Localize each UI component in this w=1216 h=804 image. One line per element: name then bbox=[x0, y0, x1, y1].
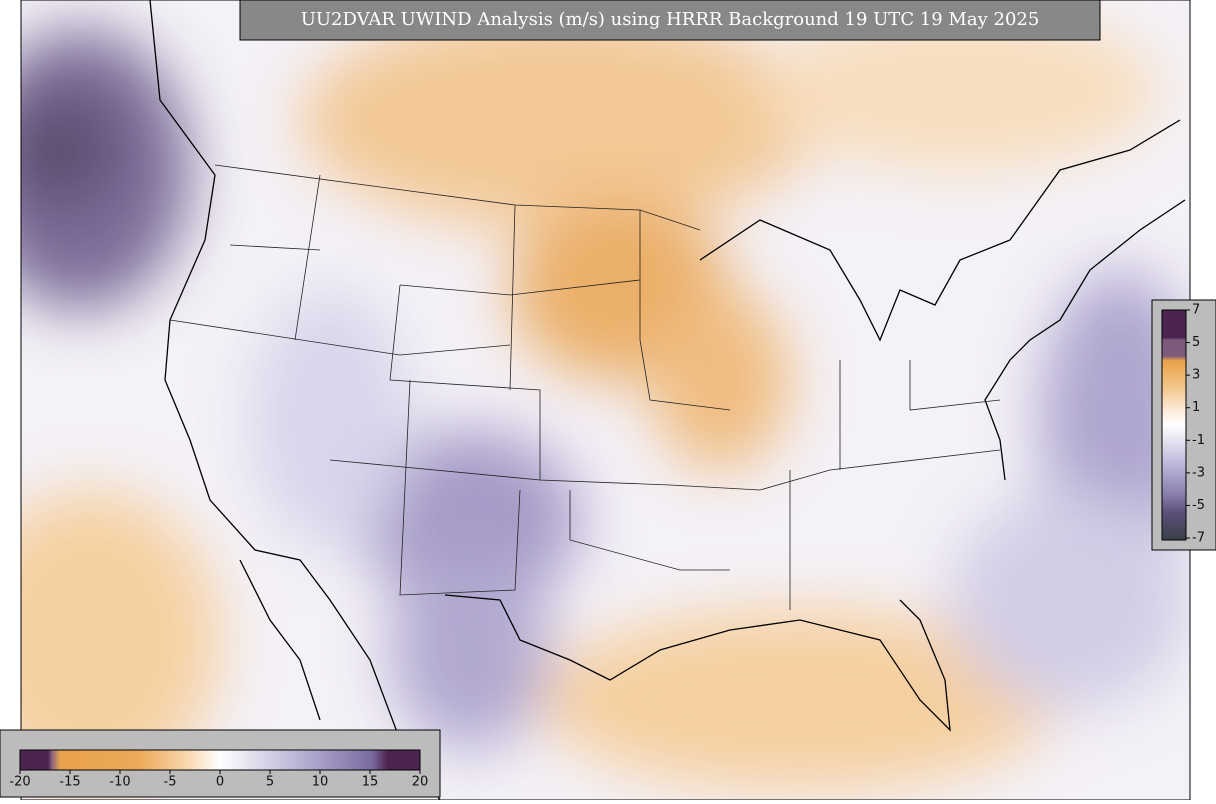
tick-label: -20 bbox=[9, 775, 30, 790]
tick-label: -7 bbox=[1192, 531, 1205, 546]
right-colorbar bbox=[1161, 309, 1187, 541]
tick-label: 20 bbox=[412, 775, 429, 790]
tick-label: -15 bbox=[59, 775, 80, 790]
tick-label: -5 bbox=[164, 775, 177, 790]
tick-label: 3 bbox=[1192, 368, 1200, 383]
bottom-colorbar-ticks: -20 -15 -10 -5 0 5 10 15 20 bbox=[9, 770, 428, 790]
tick-label: 1 bbox=[1192, 400, 1200, 415]
tick-label: 10 bbox=[312, 775, 329, 790]
tick-label: 15 bbox=[362, 775, 379, 790]
title: UU2DVAR UWIND Analysis (m/s) using HRRR … bbox=[301, 9, 1040, 30]
tick-label: -3 bbox=[1192, 465, 1205, 480]
tick-label: 5 bbox=[266, 775, 274, 790]
right-colorbar-ticks: 7 5 3 1 -1 -3 -5 -7 bbox=[1186, 303, 1205, 546]
tick-label: 0 bbox=[216, 775, 224, 790]
title-box bbox=[239, 0, 1101, 41]
tick-label: 5 bbox=[1192, 335, 1200, 350]
bottom-colorbar bbox=[19, 749, 421, 771]
tick-label: -5 bbox=[1192, 498, 1205, 513]
tick-label: -1 bbox=[1192, 433, 1205, 448]
tick-label: 7 bbox=[1192, 303, 1200, 318]
tick-label: -10 bbox=[109, 775, 130, 790]
